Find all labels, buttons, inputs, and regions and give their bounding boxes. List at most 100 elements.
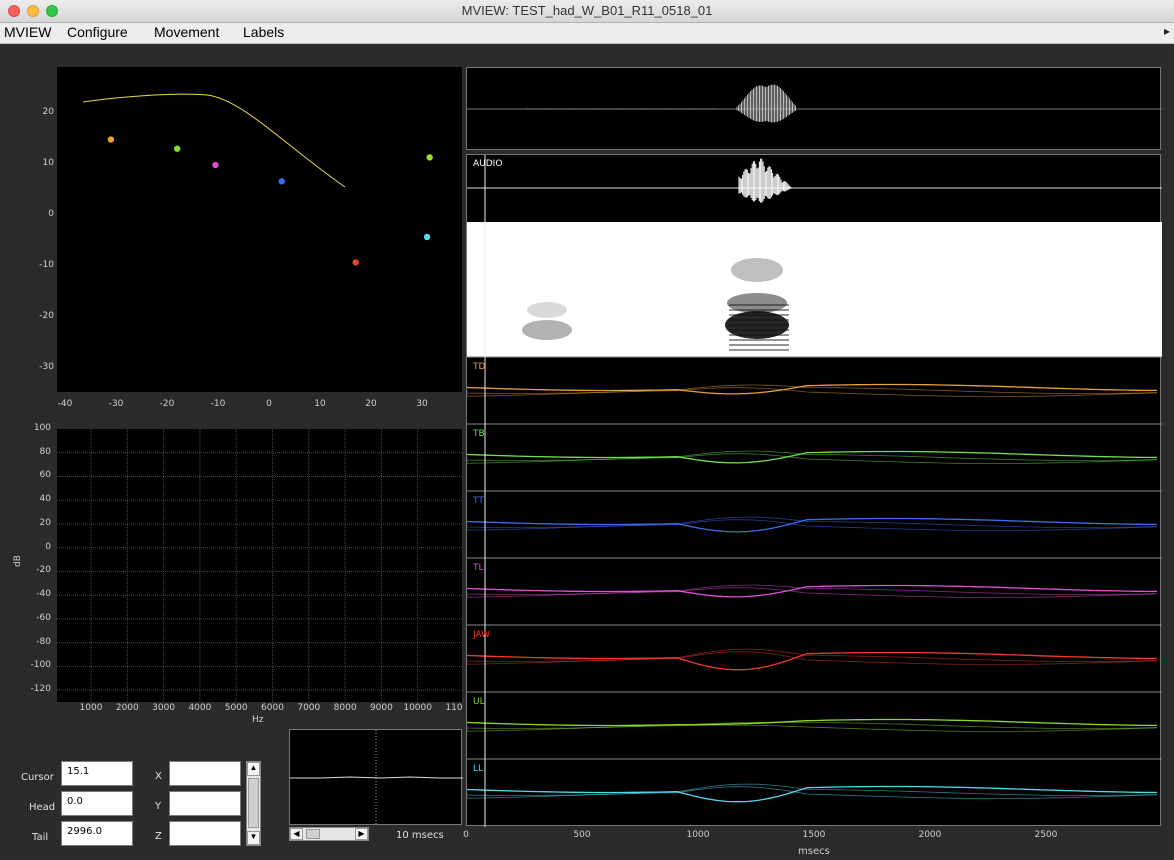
spectrogram-energy xyxy=(725,311,789,339)
xy-marker-point xyxy=(352,259,359,266)
xy-xtick-label: -20 xyxy=(159,399,175,409)
xy-ytick-label: 20 xyxy=(42,107,54,117)
mini-trace-plot xyxy=(289,729,463,826)
spectrum-ylabel: dB xyxy=(12,555,23,567)
tail-label: Tail xyxy=(32,832,49,843)
tracks-panel[interactable]: AUDIO TD TB TT TL JAW UL LL xyxy=(466,154,1162,827)
xy-xtick-label: -30 xyxy=(108,399,124,409)
channel-trace xyxy=(467,519,1158,531)
xy-ytick-label: -10 xyxy=(39,260,54,270)
mini-trace-canvas xyxy=(290,730,463,826)
menu-mview[interactable]: MVIEW xyxy=(4,24,52,40)
tracks-xtick-label: 2500 xyxy=(1034,830,1058,840)
xy-xtick-label: 10 xyxy=(314,399,326,409)
spectrum-ytick-label: 80 xyxy=(39,446,51,457)
spectrum-ytick-label: 0 xyxy=(45,541,51,552)
spectrum-xtick-label: 5000 xyxy=(224,703,248,713)
overview-waveform-canvas xyxy=(467,84,1162,123)
tracks-canvas xyxy=(467,155,1162,827)
scroll-down-icon[interactable]: ▼ xyxy=(247,831,260,845)
xy-marker-point xyxy=(426,154,433,161)
xy-marker-point xyxy=(174,145,181,152)
zoom-window-icon[interactable] xyxy=(46,5,58,17)
menu-labels[interactable]: Labels xyxy=(243,24,285,40)
channel-label: TL xyxy=(473,563,484,573)
channel-trace xyxy=(467,450,1157,464)
minimize-window-icon[interactable] xyxy=(27,5,39,17)
spectrum-xtick-label: 110 xyxy=(445,703,463,713)
audio-track-label: AUDIO xyxy=(473,159,503,169)
z-coord-field[interactable] xyxy=(169,821,241,846)
channel-trace xyxy=(467,724,1158,732)
close-window-icon[interactable] xyxy=(8,5,20,17)
spectrum-ytick-label: -20 xyxy=(36,565,51,576)
channel-trace xyxy=(467,384,1158,394)
channel-trace xyxy=(467,387,1158,397)
scroll-right-icon[interactable]: ▶ xyxy=(355,828,368,840)
tail-field[interactable]: 2996.0 xyxy=(61,821,133,846)
spectrum-plot[interactable] xyxy=(57,429,462,702)
cursor-label: Cursor xyxy=(21,772,54,783)
tracks-xlabel: msecs xyxy=(798,846,830,857)
spectrum-xtick-label: 2000 xyxy=(115,703,139,713)
channel-label: LL xyxy=(473,764,484,774)
spectrum-xtick-label: 9000 xyxy=(369,703,393,713)
channel-trace xyxy=(467,785,1157,803)
overview-burst xyxy=(736,84,796,123)
y-coord-label: Y xyxy=(155,801,162,812)
xy-ytick-label: 10 xyxy=(42,158,54,168)
hscroll-thumb[interactable] xyxy=(306,829,320,839)
horizontal-scrollbar[interactable]: ◀ ▶ xyxy=(289,827,369,841)
xy-ytick-label: -20 xyxy=(39,311,54,321)
menu-movement[interactable]: Movement xyxy=(154,24,220,40)
tracks-xtick-label: 1000 xyxy=(686,830,710,840)
spectrum-xlabel: Hz xyxy=(252,715,264,725)
spectrogram-energy xyxy=(522,320,572,340)
xy-xtick-label: -10 xyxy=(210,399,226,409)
vertical-scrollbar[interactable]: ▲ ▼ xyxy=(246,761,261,846)
spectrum-ytick-label: 100 xyxy=(33,423,51,433)
tracks-xtick-label: 0 xyxy=(463,830,469,840)
x-coord-field[interactable] xyxy=(169,761,241,786)
spectrum-ytick-label: 40 xyxy=(39,494,51,505)
xy-ytick-label: -30 xyxy=(39,362,54,372)
spectrum-xtick-label: 10000 xyxy=(403,703,432,713)
menu-configure[interactable]: Configure xyxy=(67,24,128,40)
spectrum-ytick-label: -100 xyxy=(30,660,51,671)
spectrum-ytick-label: -40 xyxy=(36,589,51,600)
spectrogram-energy xyxy=(727,293,787,313)
spectrum-xtick-label: 1000 xyxy=(79,703,103,713)
scroll-thumb[interactable] xyxy=(248,778,259,828)
palate-trace-curve xyxy=(82,93,346,188)
scroll-up-icon[interactable]: ▲ xyxy=(247,762,260,776)
head-field[interactable]: 0.0 xyxy=(61,791,133,816)
y-coord-field[interactable] xyxy=(169,791,241,816)
audio-waveform xyxy=(738,158,793,203)
spectrogram xyxy=(467,222,1162,357)
spectrum-ytick-label: 20 xyxy=(39,517,51,528)
xy-ytick-label: 0 xyxy=(48,209,54,219)
tracks-xtick-label: 1500 xyxy=(802,830,826,840)
channel-trace xyxy=(467,587,1158,598)
tracks-xtick-label: 2000 xyxy=(918,830,942,840)
channel-trace xyxy=(467,786,1158,799)
spectrum-xtick-label: 8000 xyxy=(333,703,357,713)
channel-label: TB xyxy=(473,429,485,439)
menu-overflow-icon[interactable]: ▸ xyxy=(1163,24,1170,38)
overview-waveform[interactable] xyxy=(466,67,1162,150)
channel-trace xyxy=(467,517,1157,533)
spectrum-xtick-label: 6000 xyxy=(261,703,284,713)
channel-trace xyxy=(467,721,1158,729)
spectrum-ytick-label: -80 xyxy=(36,636,51,647)
head-label: Head xyxy=(29,802,56,813)
xy-plot-canvas xyxy=(82,93,433,266)
channel-trace xyxy=(467,383,1157,395)
xy-plot[interactable] xyxy=(57,67,462,392)
x-coord-label: X xyxy=(155,771,162,782)
cursor-field[interactable]: 15.1 xyxy=(61,761,133,786)
spectrum-xtick-label: 3000 xyxy=(152,703,176,713)
scroll-left-icon[interactable]: ◀ xyxy=(290,828,303,840)
window-titlebar: MVIEW: TEST_had_W_B01_R11_0518_01 xyxy=(0,0,1174,23)
xy-xtick-label: 20 xyxy=(365,399,377,409)
channel-trace xyxy=(467,516,1158,528)
